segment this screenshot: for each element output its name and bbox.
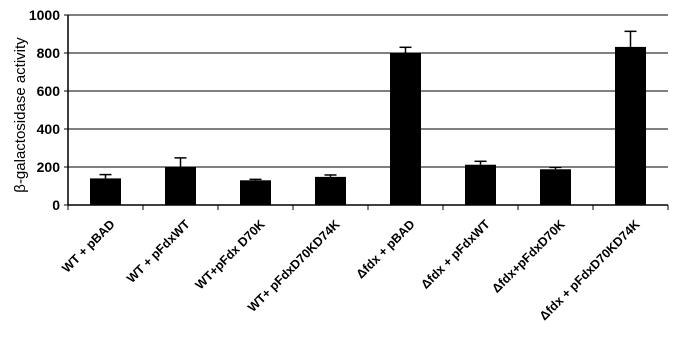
- x-category-label: Δfdx + pBAD: [353, 217, 417, 281]
- bar: [465, 164, 496, 205]
- y-tick-label: 0: [52, 197, 60, 213]
- y-axis-ticks: 0 200 400 600 800 1000: [29, 7, 68, 213]
- bar: [90, 178, 121, 205]
- bar: [390, 53, 421, 205]
- y-tick-label: 200: [37, 159, 61, 175]
- bar: [240, 180, 271, 205]
- y-tick-label: 800: [37, 45, 61, 61]
- x-category-label: WT + pFdxWT: [124, 217, 193, 286]
- y-axis-title: β-galactosidase activity: [12, 37, 29, 193]
- x-category-label: Δfdx + pFdxWT: [418, 217, 493, 292]
- axes: [67, 15, 669, 210]
- bar: [315, 176, 346, 205]
- y-tick-label: 1000: [29, 7, 60, 23]
- gridlines: [68, 14, 668, 168]
- x-category-label: Δfdx+pFdxD70K: [489, 217, 567, 295]
- x-category-label: WT+pFdx D70K: [193, 217, 268, 292]
- y-tick-label: 400: [37, 121, 61, 137]
- bar: [540, 169, 571, 205]
- bar: [165, 167, 196, 205]
- bars: [90, 30, 646, 205]
- y-tick-label: 600: [37, 83, 61, 99]
- x-category-label: WT + pBAD: [59, 217, 117, 275]
- bar: [615, 46, 646, 205]
